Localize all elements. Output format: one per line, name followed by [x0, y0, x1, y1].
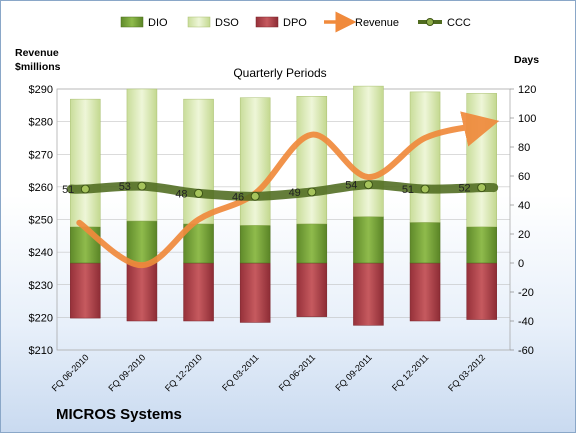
bar-dio	[70, 226, 101, 264]
bar-dpo	[409, 262, 441, 322]
left-axis-title-line1: Revenue	[15, 47, 59, 59]
company-name: MICROS Systems	[56, 406, 182, 423]
right-tick-label: 100	[518, 113, 536, 125]
x-tick-label: FQ 09-2010	[106, 352, 147, 393]
right-tick-label: 120	[518, 84, 536, 96]
bar-dpo	[183, 262, 214, 322]
right-tick-label: 20	[518, 229, 530, 241]
x-tick-label: FQ 03-2011	[220, 352, 261, 393]
bar-dso	[183, 98, 214, 225]
left-tick-label: $210	[29, 345, 53, 357]
legend-label-revenue: Revenue	[355, 17, 399, 29]
bar-dso	[70, 98, 101, 227]
left-tick-label: $290	[29, 84, 53, 96]
ccc-point	[420, 184, 430, 194]
legend-swatch-dso	[187, 16, 211, 28]
left-tick-label: $230	[29, 280, 53, 292]
bar-dpo	[296, 262, 328, 317]
x-tick-label: FQ 03-2012	[446, 352, 487, 393]
bar-dpo	[353, 262, 384, 326]
left-tick-label: $240	[29, 247, 53, 259]
legend: DIO DSO DPO Revenue CCC	[120, 11, 471, 33]
ccc-data-label: 51	[402, 184, 414, 196]
bar-dso	[296, 96, 328, 225]
ccc-data-label: 52	[458, 183, 470, 195]
bar-dio	[466, 226, 497, 264]
x-tick-label: FQ 06-2011	[277, 352, 318, 393]
bar-dio	[353, 216, 384, 264]
ccc-point	[307, 187, 317, 197]
ccc-point	[80, 184, 90, 194]
x-tick-label: FQ 09-2011	[333, 352, 374, 393]
bar-dpo	[70, 262, 101, 319]
left-tick-label: $270	[29, 149, 53, 161]
bar-dpo	[466, 262, 497, 320]
ccc-point	[137, 181, 147, 191]
ccc-point	[477, 183, 487, 193]
legend-swatch-dpo	[255, 16, 279, 28]
left-tick-label: $280	[29, 117, 53, 129]
x-axis-labels: FQ 06-2010 FQ 09-2010 FQ 12-2010 FQ 03-2011…	[50, 352, 487, 393]
ccc-data-label: 51	[62, 184, 74, 196]
ccc-data-label: 49	[289, 187, 301, 199]
right-axis-title: Days	[514, 54, 539, 66]
left-axis-ticks: $210 $220 $230 $240 $250 $260 $270 $280 $290	[29, 84, 53, 357]
legend-swatch-ccc-marker	[426, 18, 434, 26]
ccc-data-label: 54	[345, 180, 357, 192]
revenue-line	[76, 111, 500, 269]
ccc-data-label: 48	[175, 188, 187, 200]
right-axis-ticks: -60 -40 -20 0 20 40 60 80 100 120	[510, 84, 536, 357]
legend-label-ccc: CCC	[447, 17, 471, 29]
bar-dio	[296, 223, 328, 264]
chart-title: Quarterly Periods	[233, 66, 326, 80]
x-tick-label: FQ 06-2010	[50, 352, 91, 393]
bar-dso	[353, 85, 384, 217]
right-tick-label: -20	[518, 287, 534, 299]
right-tick-label: -40	[518, 316, 534, 328]
ccc-data-label: 46	[232, 191, 244, 203]
right-tick-label: 60	[518, 171, 530, 183]
bars	[70, 85, 497, 326]
left-axis-title-line2: $millions	[15, 61, 61, 73]
left-tick-label: $250	[29, 215, 53, 227]
right-tick-label: 0	[518, 258, 524, 270]
bar-dpo	[239, 262, 271, 323]
ccc-data-label: 53	[119, 181, 131, 193]
x-tick-label: FQ 12-2011	[390, 352, 431, 393]
right-tick-label: -60	[518, 345, 534, 357]
ccc-line	[66, 180, 499, 201]
ccc-point	[250, 191, 260, 201]
legend-label-dpo: DPO	[283, 17, 307, 29]
legend-swatch-dio	[120, 16, 144, 28]
ccc-series: 51 53 48 46 49 54 51 52	[62, 180, 499, 203]
left-tick-label: $220	[29, 312, 53, 324]
bar-dso	[409, 91, 441, 223]
bar-dso	[126, 88, 158, 222]
bar-dio	[409, 222, 441, 264]
x-tick-label: FQ 12-2010	[163, 352, 204, 393]
revenue-series	[76, 111, 500, 269]
gridlines	[57, 88, 510, 351]
right-tick-label: 40	[518, 200, 530, 212]
bar-dpo	[126, 262, 158, 322]
left-tick-label: $260	[29, 182, 53, 194]
ccc-point	[363, 180, 373, 190]
ccc-point	[194, 188, 204, 198]
bar-dso	[239, 97, 271, 226]
bar-dso	[466, 93, 497, 227]
legend-label-dio: DIO	[148, 17, 168, 29]
right-tick-label: 80	[518, 142, 530, 154]
legend-label-dso: DSO	[215, 17, 239, 29]
bar-dio	[239, 225, 271, 264]
bar-dio	[126, 220, 158, 264]
